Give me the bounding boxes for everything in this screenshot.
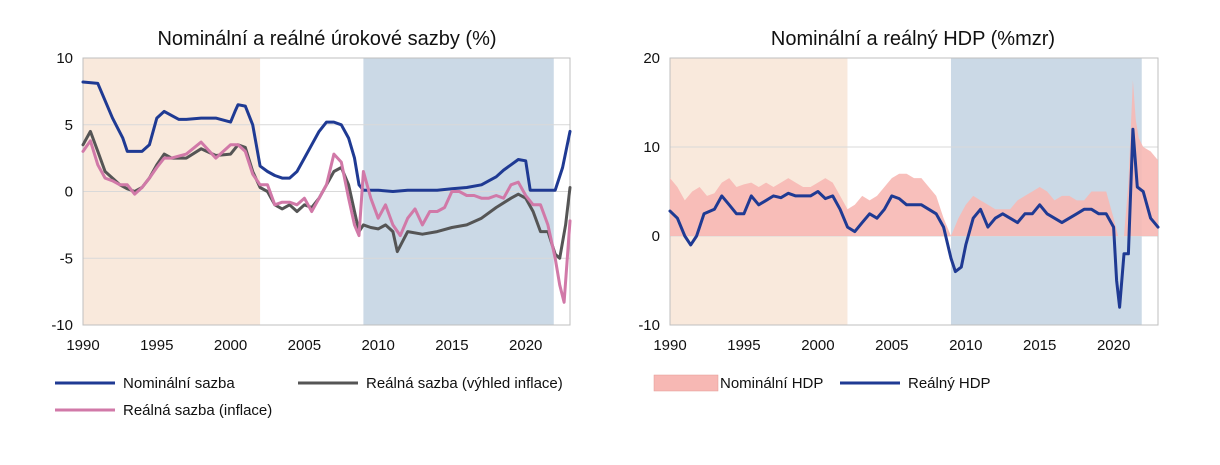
x-tick-label: 2015 [435, 337, 468, 354]
x-tick-label: 2005 [288, 337, 321, 354]
x-tick-label: 2020 [509, 337, 542, 354]
legend-label: Reálná sazba (výhled inflace) [366, 375, 563, 392]
chart-1: -10 -5 0 5 10 1990 1995 2000 2005 2010 2015 2020 Nom… [51, 28, 572, 419]
y-tick-label: 0 [65, 184, 73, 201]
chart-title: Nominální a reálné úrokové sazby (%) [157, 28, 496, 50]
x-tick-label: 1995 [140, 337, 173, 354]
y-tick-label: -5 [60, 250, 73, 267]
chart-2: -10 0 10 20 1990 1995 2000 2005 2010 2015 2020 Nomi… [638, 28, 1160, 392]
y-tick-label: 10 [56, 50, 73, 67]
x-tick-label: 1990 [653, 337, 686, 354]
x-tick-label: 2005 [875, 337, 908, 354]
x-tick-label: 2020 [1097, 337, 1130, 354]
y-tick-label: -10 [51, 317, 73, 334]
series-line-1 [81, 80, 572, 193]
legend-swatch [653, 374, 719, 392]
y-tick-label: 0 [652, 228, 660, 245]
legend-label: Nominální sazba [123, 375, 235, 392]
series-area-1 [670, 80, 1158, 236]
y-tick-label: 5 [65, 117, 73, 134]
chart-title: Nominální a reálný HDP (%mzr) [771, 28, 1055, 50]
x-tick-label: 1995 [727, 337, 760, 354]
series-line-3 [81, 139, 572, 304]
x-tick-label: 1990 [66, 337, 99, 354]
y-tick-label: 20 [643, 50, 660, 67]
x-tick-label: 2010 [949, 337, 982, 354]
y-tick-label: -10 [638, 317, 660, 334]
x-tick-label: 2000 [214, 337, 247, 354]
legend-label: Nominální HDP [720, 375, 823, 392]
x-tick-label: 2010 [361, 337, 394, 354]
series-line-2 [668, 127, 1160, 309]
x-tick-label: 2015 [1023, 337, 1056, 354]
x-tick-label: 2000 [801, 337, 834, 354]
legend-label: Reálná sazba (inflace) [123, 402, 272, 419]
y-tick-label: 10 [643, 139, 660, 156]
legend-label: Reálný HDP [908, 375, 991, 392]
